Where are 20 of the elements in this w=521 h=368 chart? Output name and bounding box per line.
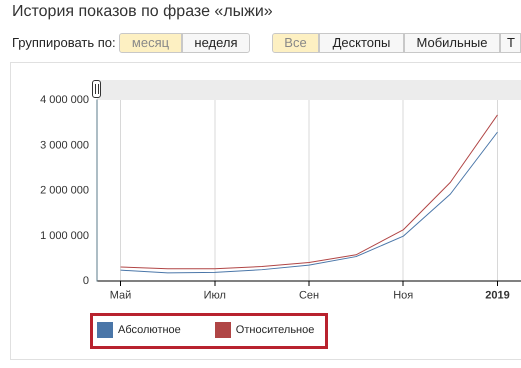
text: неделя <box>182 33 250 53</box>
text: Т <box>500 33 521 53</box>
y-tick-label: 1 000 000 <box>40 230 89 242</box>
text: Десктопы <box>319 33 404 53</box>
legend-label: Относительное <box>236 324 314 336</box>
y-tick-label: 3 000 000 <box>40 139 89 152</box>
x-tick-label: Ноя <box>393 290 414 302</box>
text: Все <box>272 33 319 53</box>
y-tick-label: 4 000 000 <box>40 94 89 106</box>
y-tick-label: 2 000 000 <box>40 184 89 197</box>
x-tick-label: Июл <box>204 290 226 302</box>
legend-label: Абсолютное <box>118 324 181 336</box>
text: Мобильные <box>404 33 500 53</box>
chart-title: История показов по фразе «лыжи» <box>12 3 273 21</box>
text: Группировать по: <box>12 35 116 50</box>
x-tick-label: 2019 <box>485 290 510 302</box>
text: месяц <box>119 33 182 53</box>
x-tick-label: Сен <box>298 290 320 302</box>
y-tick-label: 0 <box>82 275 89 288</box>
x-tick-label: Май <box>110 290 132 302</box>
